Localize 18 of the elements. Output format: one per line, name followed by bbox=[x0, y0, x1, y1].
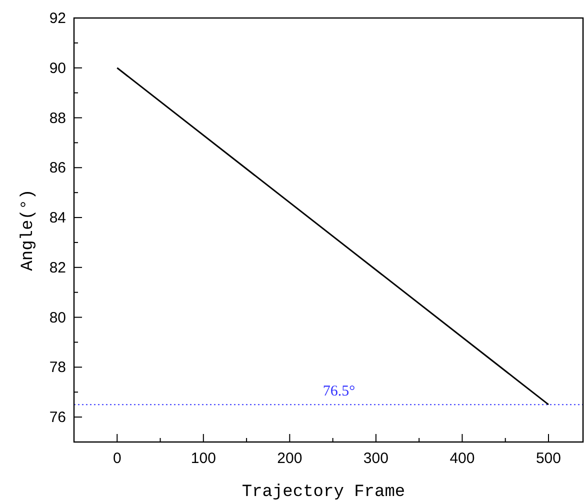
y-tick-label: 92 bbox=[49, 10, 66, 27]
y-tick-label: 78 bbox=[49, 359, 66, 376]
x-tick-label: 200 bbox=[277, 450, 302, 467]
y-axis-title: Angle(°) bbox=[19, 189, 38, 271]
y-tick-label: 84 bbox=[49, 210, 66, 227]
ref-line-label: 76.5° bbox=[322, 384, 356, 400]
x-axis-title: Trajectory Frame bbox=[242, 483, 406, 501]
x-tick-label: 300 bbox=[363, 450, 388, 467]
x-tick-label: 100 bbox=[190, 450, 216, 467]
x-tick-label: 500 bbox=[536, 450, 562, 467]
x-tick-label: 400 bbox=[450, 450, 475, 467]
y-tick-label: 88 bbox=[49, 110, 66, 127]
y-tick-label: 90 bbox=[49, 60, 66, 77]
x-tick-label: 0 bbox=[112, 450, 122, 467]
y-tick-label: 86 bbox=[49, 160, 66, 177]
y-tick-label: 82 bbox=[49, 259, 66, 276]
y-tick-label: 80 bbox=[49, 309, 66, 326]
y-tick-label: 76 bbox=[49, 409, 66, 426]
